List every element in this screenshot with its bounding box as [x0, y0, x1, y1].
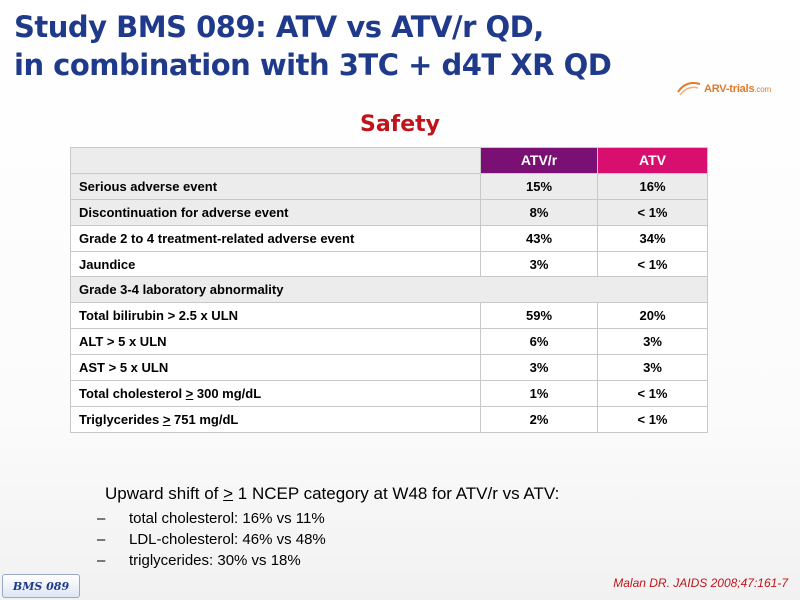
header-atv-r: ATV/r — [480, 147, 598, 174]
table-row-section: Grade 3-4 laboratory abnormality — [70, 276, 708, 304]
table-row: Discontinuation for adverse event 8% < 1… — [70, 198, 708, 226]
table-row: Jaundice 3% < 1% — [70, 250, 708, 278]
citation: Malan DR. JAIDS 2008;47:161-7 — [613, 576, 788, 590]
dash-bullet: – — [97, 531, 106, 548]
title-line-1: Study BMS 089: ATV vs ATV/r QD, — [14, 10, 544, 44]
list-item: – triglycerides: 30% vs 18% — [97, 550, 705, 571]
atv-r-value: 2% — [480, 405, 598, 433]
notes-lead: Upward shift of > 1 NCEP category at W48… — [105, 484, 705, 504]
logo-suffix: .com — [754, 85, 771, 94]
label-text: Total cholesterol — [79, 385, 186, 401]
row-label: AST > 5 x ULN — [70, 354, 481, 382]
atv-r-value: 6% — [480, 328, 598, 356]
list-item: – total cholesterol: 16% vs 11% — [97, 508, 705, 529]
row-label: Discontinuation for adverse event — [70, 198, 481, 226]
title-line-2: in combination with 3TC + d4T XR QD — [14, 48, 612, 82]
table-header-row: ATV/r ATV — [70, 147, 708, 174]
label-text: Triglycerides — [79, 411, 163, 427]
label-text-end: 300 mg/dL — [193, 385, 262, 401]
atv-value: < 1% — [597, 198, 708, 226]
lead-text: Upward shift of — [105, 484, 224, 503]
header-blank — [70, 147, 481, 174]
list-item-text: total cholesterol: 16% vs 11% — [129, 510, 325, 527]
table-row: ALT > 5 x ULN 6% 3% — [70, 328, 708, 356]
row-label: Jaundice — [70, 250, 481, 278]
atv-value: 16% — [597, 172, 708, 200]
atv-value: 34% — [597, 224, 708, 252]
row-label: Triglycerides > 751 mg/dL — [70, 405, 481, 433]
atv-value: 20% — [597, 302, 708, 330]
logo-text: ARV-trials — [704, 83, 755, 95]
gte-symbol: > — [223, 484, 234, 503]
header-atv: ATV — [597, 147, 708, 174]
table-row: Grade 2 to 4 treatment-related adverse e… — [70, 224, 708, 252]
atv-value: < 1% — [597, 380, 708, 407]
row-label: Total bilirubin > 2.5 x ULN — [70, 302, 481, 330]
atv-r-value: 43% — [480, 224, 598, 252]
slide-title: Study BMS 089: ATV vs ATV/r QD, in combi… — [14, 8, 674, 84]
notes-list: – total cholesterol: 16% vs 11% – LDL-chol… — [97, 508, 705, 571]
gte-symbol: > — [162, 411, 171, 427]
study-badge: BMS 089 — [2, 574, 80, 598]
atv-value: < 1% — [597, 250, 708, 278]
atv-r-value: 59% — [480, 302, 598, 330]
atv-value: < 1% — [597, 405, 708, 433]
arv-trials-logo: ARV-trials.com — [676, 79, 796, 99]
row-label: Serious adverse event — [70, 172, 481, 200]
row-label: Grade 2 to 4 treatment-related adverse e… — [70, 224, 481, 252]
table-row: Serious adverse event 15% 16% — [70, 172, 708, 200]
table-row: Total cholesterol > 300 mg/dL 1% < 1% — [70, 380, 708, 407]
table-row: AST > 5 x ULN 3% 3% — [70, 354, 708, 382]
atv-r-value: 3% — [480, 354, 598, 382]
atv-r-value: 1% — [480, 380, 598, 407]
list-item-text: triglycerides: 30% vs 18% — [129, 552, 301, 569]
section-subtitle: Safety — [359, 112, 441, 137]
atv-r-value: 15% — [480, 172, 598, 200]
atv-value: 3% — [597, 328, 708, 356]
gte-symbol: > — [185, 385, 194, 401]
label-text-end: 751 mg/dL — [170, 411, 239, 427]
row-label: Total cholesterol > 300 mg/dL — [70, 380, 481, 407]
logo-swoosh-icon — [676, 80, 702, 98]
table-row: Triglycerides > 751 mg/dL 2% < 1% — [70, 405, 708, 433]
table-row: Total bilirubin > 2.5 x ULN 59% 20% — [70, 302, 708, 330]
row-label: ALT > 5 x ULN — [70, 328, 481, 356]
row-label: Grade 3-4 laboratory abnormality — [70, 276, 708, 304]
atv-value: 3% — [597, 354, 708, 382]
ncep-notes: Upward shift of > 1 NCEP category at W48… — [97, 484, 705, 571]
dash-bullet: – — [97, 510, 106, 527]
atv-r-value: 3% — [480, 250, 598, 278]
list-item-text: LDL-cholesterol: 46% vs 48% — [129, 531, 326, 548]
dash-bullet: – — [97, 552, 106, 569]
lead-text-end: 1 NCEP category at W48 for ATV/r vs ATV: — [233, 484, 560, 503]
list-item: – LDL-cholesterol: 46% vs 48% — [97, 529, 705, 550]
atv-r-value: 8% — [480, 198, 598, 226]
safety-table: ATV/r ATV Serious adverse event 15% 16% … — [70, 147, 708, 433]
